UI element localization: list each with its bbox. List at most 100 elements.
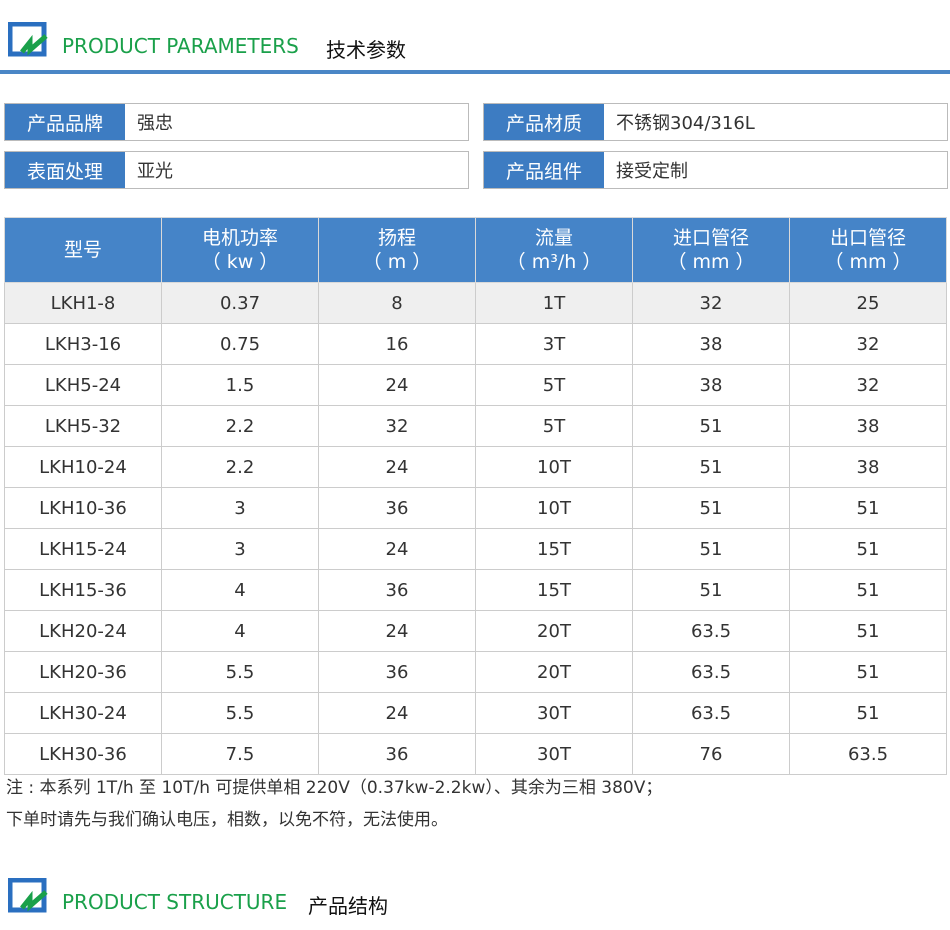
attr-label: 产品组件 — [484, 152, 604, 188]
table-cell: LKH3-16 — [4, 323, 162, 365]
table-cell: 51 — [789, 528, 947, 570]
table-cell: 30T — [475, 733, 633, 775]
table-row: LKH15-24 3 24 15T 51 51 — [4, 528, 947, 570]
table-cell: 38 — [789, 446, 947, 488]
logo-icon — [8, 878, 48, 913]
table-cell: 24 — [318, 528, 476, 570]
header-text: （ m ） — [362, 251, 432, 273]
table-cell: 51 — [632, 528, 790, 570]
table-row: LKH30-36 7.5 36 30T 76 63.5 — [4, 733, 947, 775]
table-cell: LKH10-24 — [4, 446, 162, 488]
table-row: LKH5-24 1.5 24 5T 38 32 — [4, 364, 947, 406]
header-text: 流量 — [534, 227, 573, 249]
section-title-en: PRODUCT PARAMETERS — [62, 34, 299, 58]
table-row: LKH5-32 2.2 32 5T 51 38 — [4, 405, 947, 447]
column-header: 进口管径（ mm ） — [632, 217, 790, 283]
table-cell: 24 — [318, 610, 476, 652]
divider — [0, 70, 950, 74]
table-cell: 8 — [318, 282, 476, 324]
table-cell: 51 — [632, 487, 790, 529]
table-row: LKH3-16 0.75 16 3T 38 32 — [4, 323, 947, 365]
table-cell: 63.5 — [789, 733, 947, 775]
header-text: （ m³/h ） — [506, 251, 602, 273]
table-cell: 4 — [161, 610, 319, 652]
table-cell: 51 — [789, 569, 947, 611]
table-row: LKH10-36 3 36 10T 51 51 — [4, 487, 947, 529]
note: 注 : 本系列 1T/h 至 10T/h 可提供单相 220V（0.37kw-2… — [6, 772, 662, 836]
table-cell: 63.5 — [632, 692, 790, 734]
table-cell: 63.5 — [632, 610, 790, 652]
table-cell: 2.2 — [161, 405, 319, 447]
table-cell: 76 — [632, 733, 790, 775]
table-cell: 16 — [318, 323, 476, 365]
column-header: 电机功率（ kw ） — [161, 217, 319, 283]
table-cell: 20T — [475, 651, 633, 693]
table-cell: 51 — [789, 487, 947, 529]
table-cell: 10T — [475, 446, 633, 488]
table-cell: LKH15-36 — [4, 569, 162, 611]
header-text: 进口管径 — [672, 227, 749, 249]
table-cell: 32 — [789, 364, 947, 406]
column-header: 型号 — [4, 217, 162, 283]
table-cell: LKH20-24 — [4, 610, 162, 652]
table-cell: 5.5 — [161, 651, 319, 693]
table-cell: 4 — [161, 569, 319, 611]
table-cell: 2.2 — [161, 446, 319, 488]
table-cell: 5T — [475, 364, 633, 406]
spec-table: 型号 电机功率（ kw ）扬程（ m ）流量（ m³/h ）进口管径（ mm ）出… — [4, 217, 947, 775]
table-cell: 51 — [632, 405, 790, 447]
table-cell: 51 — [632, 446, 790, 488]
table-cell: 51 — [789, 692, 947, 734]
table-cell: 1T — [475, 282, 633, 324]
attr-surface: 表面处理 亚光 — [4, 151, 469, 189]
table-cell: 15T — [475, 528, 633, 570]
table-cell: 3 — [161, 487, 319, 529]
table-cell: 5.5 — [161, 692, 319, 734]
table-cell: 10T — [475, 487, 633, 529]
table-cell: LKH15-24 — [4, 528, 162, 570]
table-cell: 0.37 — [161, 282, 319, 324]
table-row: LKH1-8 0.37 8 1T 32 25 — [4, 282, 947, 324]
section-header-parameters: PRODUCT PARAMETERS 技术参数 — [0, 14, 950, 74]
section-title-en: PRODUCT STRUCTURE — [62, 890, 288, 914]
table-cell: 36 — [318, 651, 476, 693]
column-header: 流量（ m³/h ） — [475, 217, 633, 283]
attr-label: 产品品牌 — [5, 104, 125, 140]
table-cell: 5T — [475, 405, 633, 447]
table-cell: 51 — [632, 569, 790, 611]
table-cell: 15T — [475, 569, 633, 611]
table-cell: 38 — [632, 364, 790, 406]
attr-value: 接受定制 — [616, 161, 688, 182]
section-title-cn: 技术参数 — [326, 38, 406, 62]
table-cell: LKH20-36 — [4, 651, 162, 693]
table-row: LKH20-24 4 24 20T 63.5 51 — [4, 610, 947, 652]
table-row: LKH20-36 5.5 36 20T 63.5 51 — [4, 651, 947, 693]
table-cell: LKH10-36 — [4, 487, 162, 529]
table-cell: 51 — [789, 610, 947, 652]
table-cell: 24 — [318, 446, 476, 488]
header-text: 出口管径 — [829, 227, 906, 249]
table-cell: 20T — [475, 610, 633, 652]
header-text: 电机功率 — [201, 227, 278, 249]
table-cell: 36 — [318, 569, 476, 611]
table-cell: LKH30-24 — [4, 692, 162, 734]
table-cell: 51 — [789, 651, 947, 693]
attr-value: 强忠 — [137, 113, 173, 134]
note-line: 下单时请先与我们确认电压，相数，以免不符，无法使用。 — [6, 810, 448, 830]
attr-value: 不锈钢304/316L — [616, 113, 755, 134]
attr-value: 亚光 — [137, 161, 173, 182]
header-text: （ mm ） — [667, 251, 755, 273]
header-text: （ kw ） — [201, 251, 279, 273]
table-cell: 36 — [318, 733, 476, 775]
attr-label: 表面处理 — [5, 152, 125, 188]
header-text: 扬程 — [377, 227, 416, 249]
table-cell: 7.5 — [161, 733, 319, 775]
table-cell: LKH30-36 — [4, 733, 162, 775]
table-cell: LKH1-8 — [4, 282, 162, 324]
table-cell: 63.5 — [632, 651, 790, 693]
section-header-structure: PRODUCT STRUCTURE 产品结构 — [0, 870, 950, 930]
table-cell: 24 — [318, 692, 476, 734]
table-row: LKH30-24 5.5 24 30T 63.5 51 — [4, 692, 947, 734]
table-cell: 32 — [318, 405, 476, 447]
table-cell: 36 — [318, 487, 476, 529]
